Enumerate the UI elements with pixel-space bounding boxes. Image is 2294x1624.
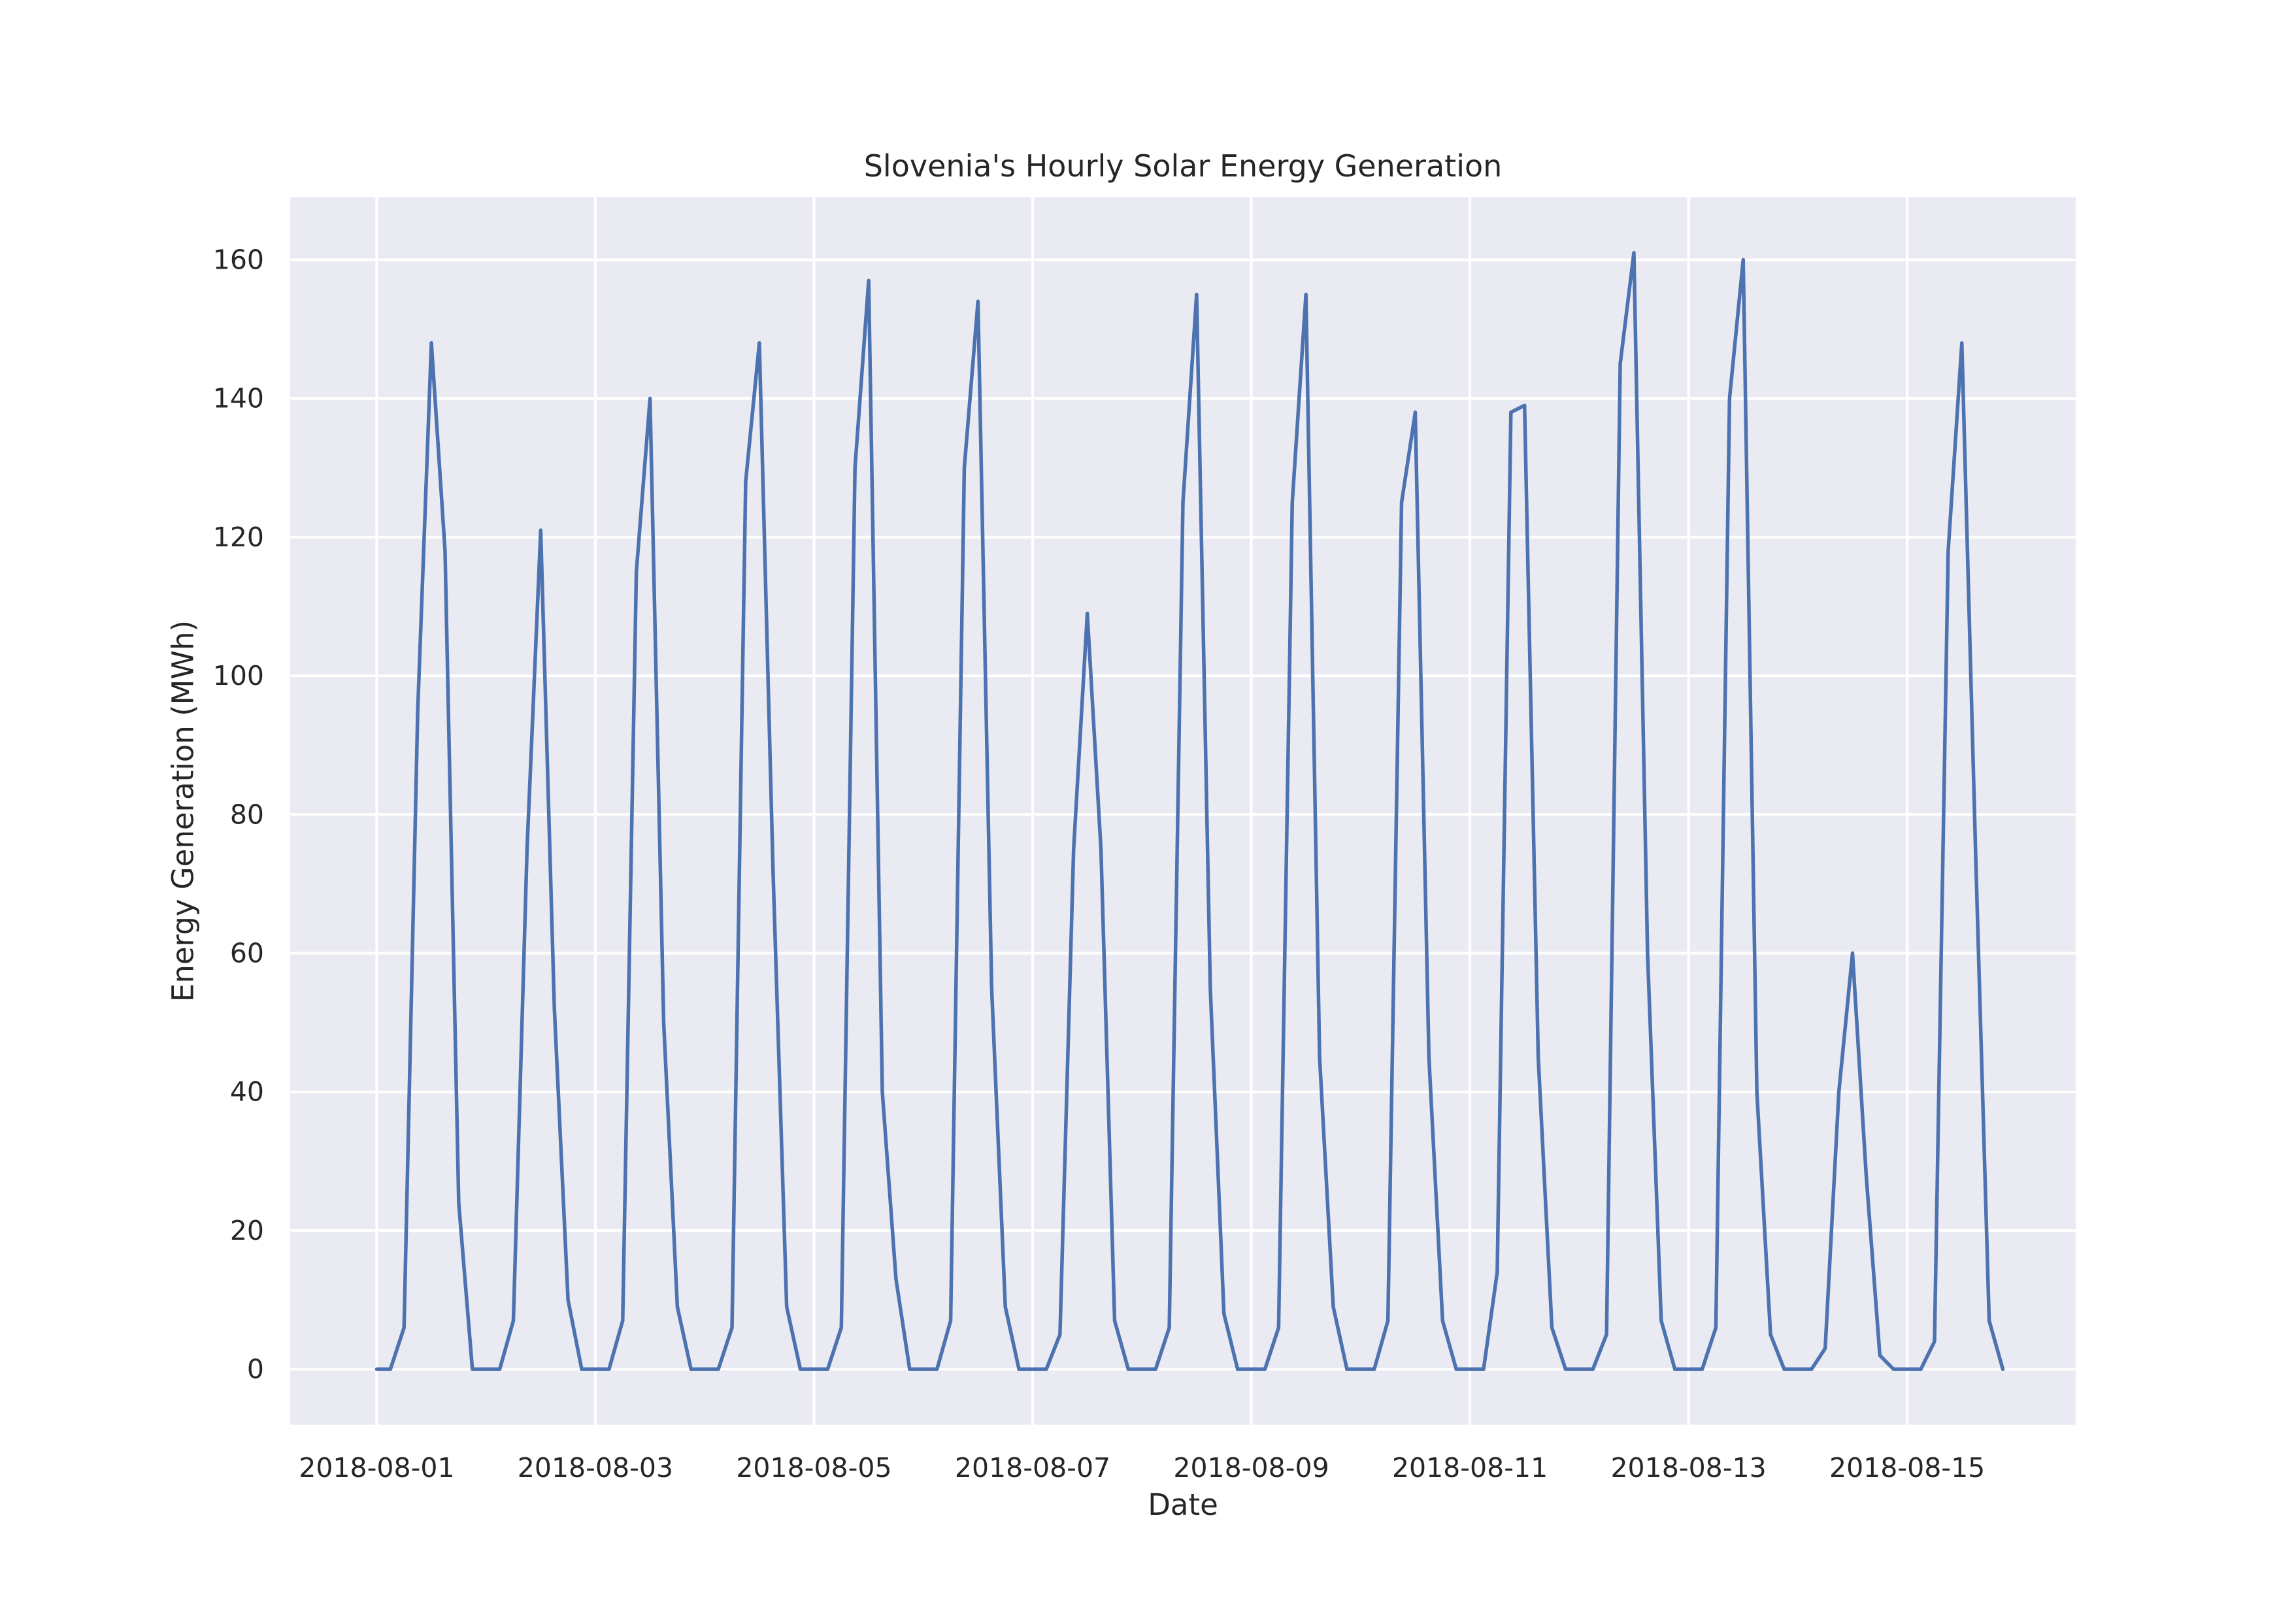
chart-title: Slovenia's Hourly Solar Energy Generatio… bbox=[864, 148, 1503, 184]
y-axis-label: Energy Generation (MWh) bbox=[166, 620, 201, 1002]
y-tick-label: 140 bbox=[213, 383, 264, 414]
y-tick-labels: 0 20 40 60 80 100 120 140 160 bbox=[213, 244, 264, 1385]
y-tick-label: 0 bbox=[247, 1353, 264, 1385]
y-tick-label: 60 bbox=[230, 938, 264, 969]
grid-lines bbox=[290, 197, 2076, 1425]
x-tick-labels: 2018-08-01 2018-08-03 2018-08-05 2018-08-07… bbox=[299, 1452, 1985, 1483]
plot-area bbox=[290, 197, 2076, 1425]
y-tick-label: 20 bbox=[230, 1215, 264, 1246]
x-tick-label: 2018-08-01 bbox=[299, 1452, 454, 1483]
x-tick-label: 2018-08-13 bbox=[1610, 1452, 1766, 1483]
y-tick-label: 100 bbox=[213, 660, 264, 691]
x-tick-label: 2018-08-05 bbox=[736, 1452, 891, 1483]
x-axis-label: Date bbox=[1148, 1487, 1218, 1522]
series-line-0 bbox=[374, 251, 2005, 1371]
series-layer bbox=[374, 251, 2005, 1371]
x-tick-label: 2018-08-11 bbox=[1392, 1452, 1548, 1483]
y-tick-label: 120 bbox=[213, 522, 264, 553]
x-tick-label: 2018-08-07 bbox=[955, 1452, 1110, 1483]
x-tick-label: 2018-08-09 bbox=[1173, 1452, 1329, 1483]
x-tick-label: 2018-08-03 bbox=[518, 1452, 673, 1483]
x-tick-label: 2018-08-15 bbox=[1829, 1452, 1985, 1483]
y-tick-label: 160 bbox=[213, 244, 264, 275]
y-tick-label: 40 bbox=[230, 1076, 264, 1108]
y-tick-label: 80 bbox=[230, 799, 264, 830]
